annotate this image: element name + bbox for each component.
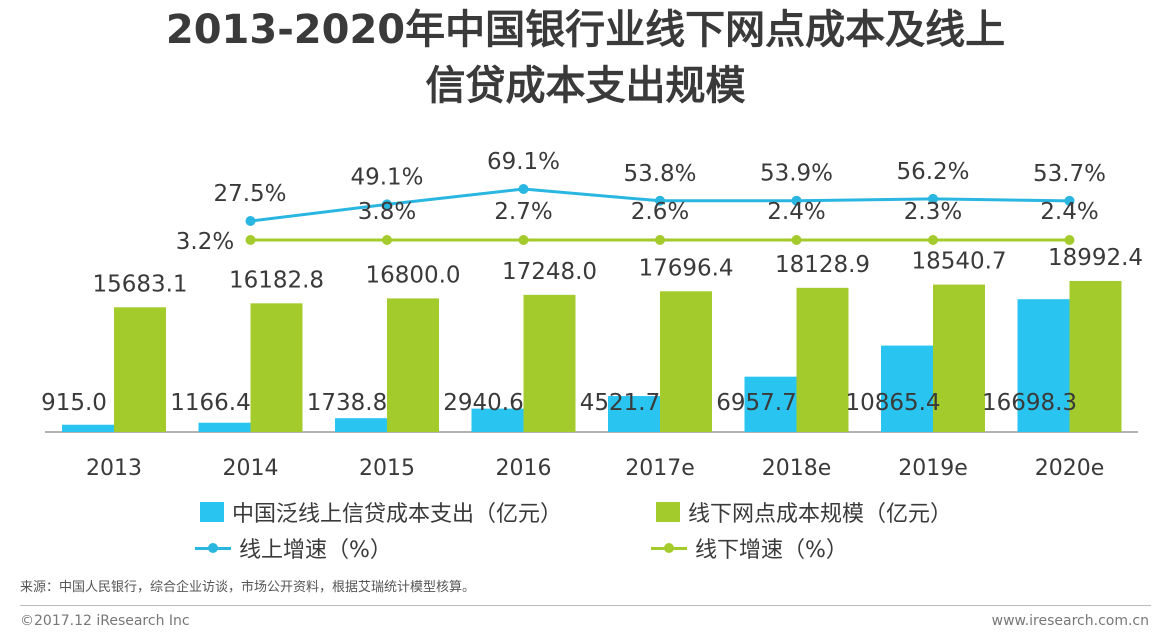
offline-growth-point [382,235,392,245]
data-label-online-cost: 4521.7 [580,390,660,416]
x-tick-label: 2016 [496,456,552,481]
x-tick-label: 2018e [762,456,832,481]
website-url: www.iresearch.com.cn [991,613,1149,629]
data-label-offline-cost: 17696.4 [638,255,733,281]
data-label-online-cost: 1166.4 [170,390,250,416]
offline-growth-point [928,235,938,245]
bar-offline-cost [796,287,849,432]
data-label-online-growth: 49.1% [350,164,423,190]
bar-online-cost [608,396,660,432]
legend-label: 中国泛线上信贷成本支出（亿元） [232,502,563,527]
source-note: 来源：中国人民银行，综合企业访谈，市场公开资料，根据艾瑞统计模型核算。 [20,580,476,595]
offline-growth-point [655,235,665,245]
footer-divider [20,605,1151,606]
data-label-online-growth: 27.5% [213,181,286,207]
online-growth-point [382,199,392,210]
online-growth-point [791,195,802,206]
x-tick-label: 2015 [359,456,415,481]
data-label-offline-growth: 2.6% [631,199,689,225]
data-label-online-cost: 1738.8 [307,390,387,416]
online-growth-point [655,195,665,206]
data-label-offline-cost: 17248.0 [502,259,597,285]
title-line-1: 2013-2020年中国银行业线下网点成本及线上 [165,7,1006,53]
data-label-offline-growth: 3.2% [176,229,234,255]
x-tick-label: 2020e [1035,456,1105,481]
data-label-offline-cost: 16182.8 [229,267,324,293]
data-label-online-growth: 69.1% [487,149,560,175]
data-label-offline-cost: 16800.0 [365,262,460,288]
data-label-offline-growth: 2.3% [904,199,962,225]
offline-growth-point [1064,235,1075,245]
x-tick-label: 2017e [625,456,695,481]
legend-label: 线下网点成本规模（亿元） [688,502,953,527]
offline-growth-point [245,235,256,245]
bar-offline-cost [1069,280,1122,432]
legend-offline-growth: 线下增速（%） [651,532,848,564]
bar-online-cost [198,422,251,432]
title-line-2: 信贷成本支出规模 [425,63,746,109]
bar-offline-cost [387,298,439,432]
data-label-offline-growth: 2.4% [1040,199,1098,225]
data-label-online-growth: 53.7% [1033,161,1106,187]
bar-online-cost [471,408,524,432]
data-label-online-cost: 6957.7 [716,390,796,416]
legend-swatch-blue [200,502,224,522]
data-label-offline-cost: 18128.9 [775,252,870,278]
online-growth-point [1064,195,1075,206]
data-label-online-growth: 53.8% [623,161,696,187]
legend-online-cost: 中国泛线上信贷成本支出（亿元） [200,496,562,528]
data-label-online-cost: 2940.6 [443,390,523,416]
data-label-online-cost: 10865.4 [845,390,940,416]
data-label-online-growth: 53.9% [760,161,833,187]
data-label-offline-cost: 18992.4 [1048,245,1143,271]
data-label-online-cost: 915.0 [41,390,107,416]
offline-growth-point [791,235,802,245]
legend-line-blue [195,538,231,558]
bar-online-cost [62,424,114,432]
data-label-online-growth: 56.2% [896,159,969,185]
chart-title: 2013-2020年中国银行业线下网点成本及线上 信贷成本支出规模 [0,2,1171,114]
online-growth-point [245,216,256,226]
bar-online-cost [335,418,387,432]
legend-label: 线上增速（%） [239,538,392,563]
bar-online-cost [881,345,933,432]
legend-offline-cost: 线下网点成本规模（亿元） [656,496,952,528]
offline-growth-point [518,235,529,245]
x-tick-label: 2013 [86,456,142,481]
bar-online-cost [744,376,797,432]
bar-offline-cost [933,284,985,432]
data-label-online-cost: 16698.3 [982,390,1077,416]
copyright: ©2017.12 iResearch Inc [20,613,190,629]
data-label-offline-cost: 18540.7 [911,249,1006,275]
legend-swatch-green [656,502,680,522]
x-tick-label: 2019e [898,456,968,481]
legend-online-growth: 线上增速（%） [195,532,392,564]
data-label-offline-growth: 3.8% [358,199,416,225]
bar-online-cost [1017,299,1070,432]
x-tick-label: 2014 [223,456,279,481]
online-growth-point [928,193,938,204]
online-growth-point [518,184,529,194]
data-label-offline-growth: 2.4% [767,199,825,225]
legend-label: 线下增速（%） [695,538,848,563]
bar-offline-cost [250,303,303,432]
data-label-offline-growth: 2.7% [494,199,552,225]
bar-offline-cost [114,307,166,432]
legend-line-green [651,538,687,558]
bar-offline-cost [660,291,712,432]
bar-offline-cost [523,294,576,432]
data-label-offline-cost: 15683.1 [92,271,187,297]
